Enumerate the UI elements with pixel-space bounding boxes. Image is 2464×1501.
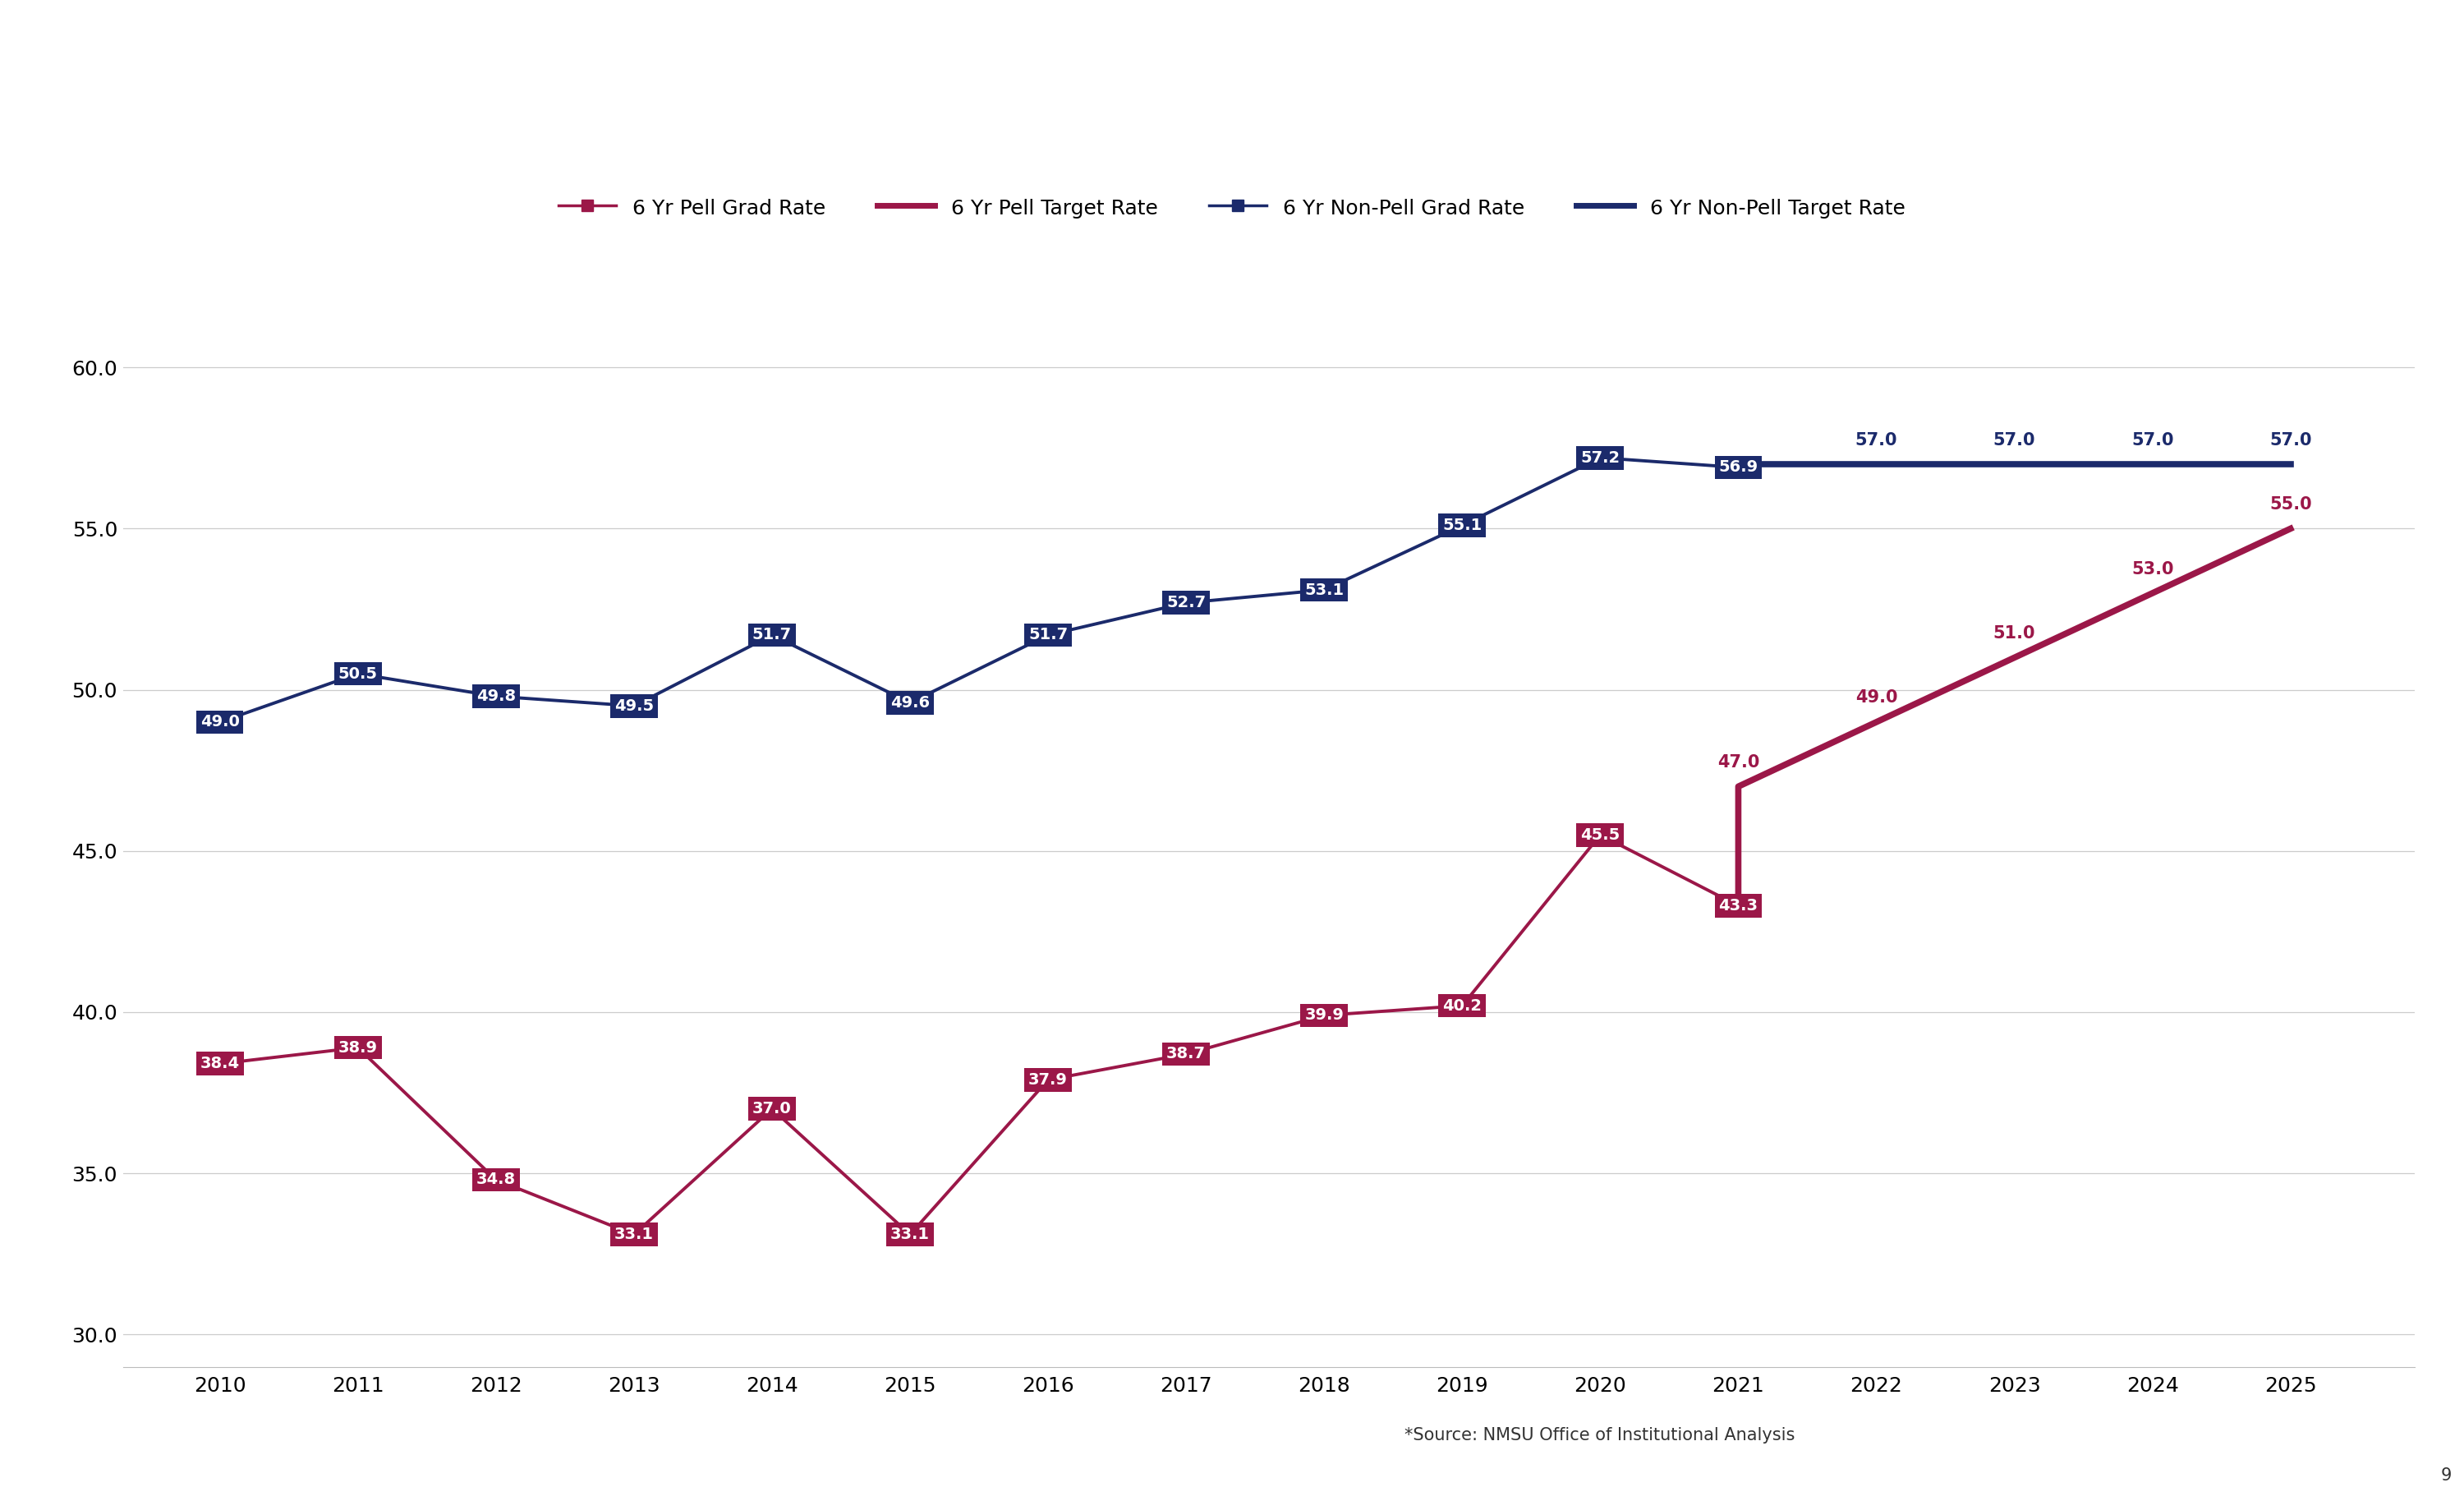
Text: Closing the Achievement Gap – 6 Year Graduation Rate: Closing the Achievement Gap – 6 Year Gra… [421, 54, 2043, 105]
Text: 9: 9 [2442, 1468, 2452, 1484]
Legend: 6 Yr Pell Grad Rate, 6 Yr Pell Target Rate, 6 Yr Non-Pell Grad Rate, 6 Yr Non-Pe: 6 Yr Pell Grad Rate, 6 Yr Pell Target Ra… [549, 189, 1915, 227]
Text: *Source: NMSU Office of Institutional Analysis: *Source: NMSU Office of Institutional An… [1404, 1427, 1794, 1444]
